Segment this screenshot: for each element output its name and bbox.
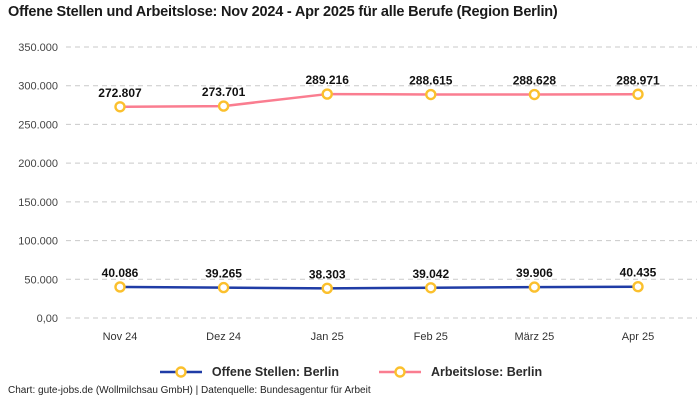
chart-title: Offene Stellen und Arbeitslose: Nov 2024… — [8, 4, 558, 20]
data-point-label: 289.216 — [306, 73, 350, 87]
data-point-label: 273.701 — [202, 85, 246, 99]
legend-swatch-line-icon — [378, 366, 421, 378]
data-point-label: 288.615 — [409, 74, 453, 88]
data-point-marker — [425, 282, 437, 294]
data-point-label: 39.042 — [412, 267, 449, 281]
data-point-label: 40.086 — [102, 266, 139, 280]
legend-item-offene-stellen[interactable]: Offene Stellen: Berlin — [158, 365, 339, 379]
data-point-marker — [632, 280, 644, 293]
y-axis-tick-label: 350.000 — [18, 42, 58, 54]
legend-swatch-line-icon — [159, 366, 202, 378]
data-point-label: 288.971 — [616, 73, 660, 87]
x-axis-tick-label: Feb 25 — [414, 331, 448, 343]
x-axis-tick-label: Nov 24 — [103, 331, 138, 343]
data-point-label: 39.906 — [516, 266, 553, 280]
data-point-label: 272.807 — [98, 86, 142, 100]
y-axis-tick-label: 50.000 — [24, 274, 58, 286]
legend-label: Arbeitslose: Berlin — [430, 365, 543, 379]
data-point-marker — [528, 281, 541, 293]
data-point-marker — [217, 281, 230, 294]
data-point-marker — [217, 100, 230, 112]
data-point-marker — [632, 88, 644, 100]
data-point-marker — [528, 88, 541, 101]
x-axis-tick-label: Dez 24 — [206, 331, 241, 343]
data-point-marker — [425, 88, 437, 101]
y-axis-tick-label: 0,00 — [37, 313, 58, 325]
data-point-label: 40.435 — [620, 266, 657, 280]
y-axis-tick-label: 300.000 — [18, 81, 58, 93]
series-line — [118, 285, 640, 290]
data-point-marker — [321, 282, 333, 295]
legend-item-arbeitslose[interactable]: Arbeitslose: Berlin — [377, 365, 542, 379]
data-point-label: 38.303 — [309, 267, 346, 281]
x-axis-tick-label: März 25 — [515, 331, 555, 343]
x-axis-tick-label: Apr 25 — [622, 331, 654, 343]
series-line — [118, 92, 640, 109]
legend-label: Offene Stellen: Berlin — [211, 365, 339, 379]
data-point-marker — [114, 101, 126, 113]
y-axis-tick-label: 150.000 — [18, 197, 58, 209]
line-chart-canvas: 0,00 50.000 100.000 150.000 200.000 250.000 30… — [18, 42, 697, 343]
data-point-label: 39.265 — [205, 267, 242, 281]
y-axis-tick-label: 100.000 — [18, 236, 58, 248]
chart-credit: Chart: gute-jobs.de (Wollmilchsau GmbH) … — [8, 385, 371, 396]
data-point-label: 288.628 — [513, 74, 557, 88]
data-point-marker — [114, 281, 126, 293]
chart-legend: Offene Stellen: Berlin Arbeitslose: Berl… — [0, 360, 700, 384]
y-axis-tick-label: 200.000 — [18, 158, 58, 170]
y-axis-tick-label: 250.000 — [18, 119, 58, 131]
data-point-marker — [321, 88, 333, 100]
x-axis-tick-label: Jan 25 — [311, 331, 344, 343]
